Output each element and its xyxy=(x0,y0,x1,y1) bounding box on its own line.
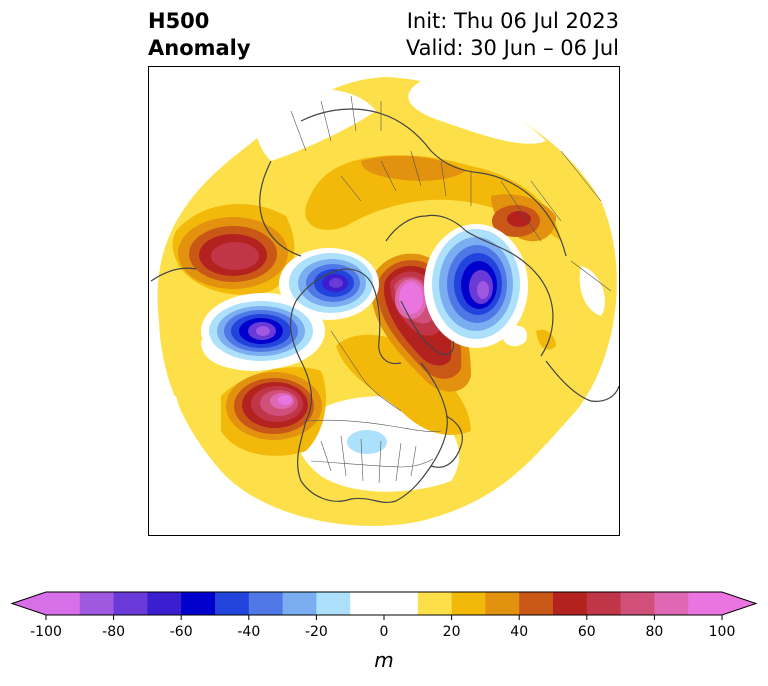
colorbar-bin xyxy=(350,592,385,615)
colorbar-bin xyxy=(282,592,317,615)
colorbar-bin xyxy=(451,592,486,615)
political-borders xyxy=(290,95,612,484)
northeast-pacific-positive-center xyxy=(226,372,322,440)
colorbar-bin xyxy=(417,592,453,615)
colorbar-units-label: m xyxy=(374,648,393,672)
title-variable: H500 xyxy=(148,9,210,33)
colorbar-tick-label: -80 xyxy=(102,624,125,640)
colorbar-tick-label: 0 xyxy=(380,624,389,640)
coastlines xyxy=(150,108,619,503)
colorbar-bin xyxy=(248,592,284,615)
colorbar-bin xyxy=(485,592,520,615)
colorbar-bin xyxy=(79,592,115,615)
title-field-type: Anomaly xyxy=(148,36,251,60)
alaska-negative-center xyxy=(289,253,373,313)
colorbar-tick-label: -20 xyxy=(305,624,328,640)
colorbar-tick-label: -60 xyxy=(170,624,193,640)
valid-range-label: Valid: 30 Jun – 06 Jul xyxy=(405,36,619,60)
colorbar-tick-label: 60 xyxy=(578,624,596,640)
colorbar-tick-label: 100 xyxy=(709,624,736,640)
colorbar-tick-label: -100 xyxy=(30,624,62,640)
colorbar-extend-under xyxy=(12,592,46,615)
map-dates: Init: Thu 06 Jul 2023 Valid: 30 Jun – 06… xyxy=(406,8,619,62)
colorbar-bin xyxy=(384,592,419,615)
colorbar-bin xyxy=(46,592,81,615)
anomaly-map xyxy=(149,77,619,535)
siberia-negative-center xyxy=(432,229,520,339)
colorbar-bin xyxy=(519,592,554,615)
colorbar-bin xyxy=(113,592,148,615)
colorbar-bin xyxy=(688,592,723,615)
init-date-label: Init: Thu 06 Jul 2023 xyxy=(406,9,619,33)
us-negative-center xyxy=(347,430,387,454)
colorbar-tick-label: 40 xyxy=(510,624,528,640)
colorbar-tick-label: 20 xyxy=(443,624,461,640)
colorbar-bin xyxy=(620,592,655,615)
central-pacific-negative-center xyxy=(209,301,313,361)
colorbar-bin xyxy=(147,592,182,615)
colorbar-extend-over xyxy=(722,592,756,615)
siberia-positive-center xyxy=(492,205,540,237)
map-title: H500 Anomaly xyxy=(148,8,251,62)
colorbar-bin xyxy=(316,592,351,615)
colorbar-bin xyxy=(215,592,250,615)
colorbar-bin xyxy=(586,592,622,615)
colorbar-bin xyxy=(654,592,689,615)
colorbar-graphic: -100 -80 -60 -40 -20 0 20 40 60 80 100 m xyxy=(10,591,758,672)
colorbar-bin xyxy=(553,592,588,615)
colorbar-tick-label: 80 xyxy=(645,624,663,640)
colorbar-tick-label: -40 xyxy=(237,624,260,640)
western-pacific-positive-center xyxy=(178,217,288,289)
map-panel xyxy=(148,66,620,536)
colorbar-bin xyxy=(181,592,216,615)
colorbar: -100 -80 -60 -40 -20 0 20 40 60 80 100 m xyxy=(0,585,768,685)
